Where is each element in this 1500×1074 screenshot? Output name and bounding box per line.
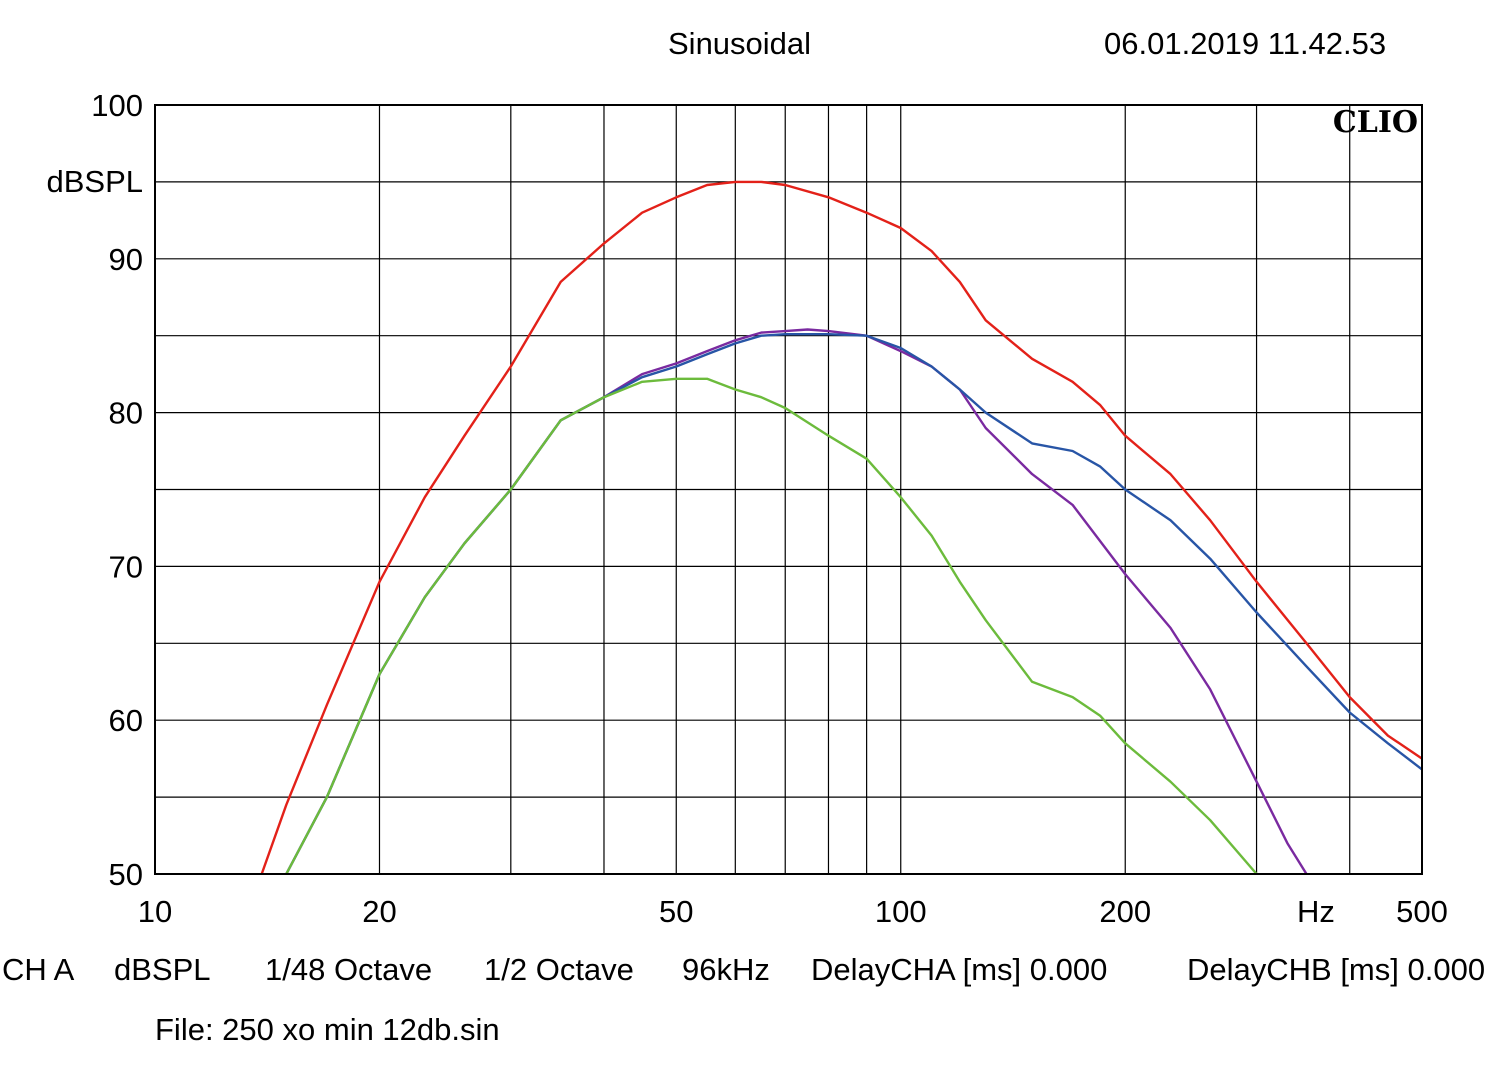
y-tick-label: 60: [109, 703, 143, 738]
delay-chb-label: DelayCHB [ms] 0.000: [1187, 952, 1486, 987]
series-layer: [260, 180, 1423, 875]
resolution-label: 1/48 Octave: [265, 952, 433, 987]
channel-label: CH A: [2, 952, 75, 987]
sample-rate-label: 96kHz: [682, 952, 770, 987]
series-line-3: [285, 333, 1423, 875]
clio-logo: CLIO: [1333, 105, 1418, 140]
y-tick-labels: 100 90 80 70 60 50: [91, 88, 143, 892]
y-tick-label: 50: [109, 857, 143, 892]
x-tick-label: 20: [362, 894, 396, 929]
file-label: File: 250 xo min 12db.sin: [155, 1012, 500, 1047]
grid: [155, 105, 1422, 874]
x-tick-label: 10: [138, 894, 172, 929]
y-tick-label: 90: [109, 242, 143, 277]
x-tick-labels: 10 20 50 100 200 500: [138, 894, 1448, 929]
x-tick-label: 100: [875, 894, 927, 929]
delay-cha-label: DelayCHA [ms] 0.000: [811, 952, 1108, 987]
y-tick-label: 70: [109, 549, 143, 584]
y-axis-label: dBSPL: [46, 164, 143, 199]
unit-label: dBSPL: [114, 952, 211, 987]
x-tick-label: 50: [659, 894, 693, 929]
y-tick-label: 100: [91, 88, 143, 123]
x-axis-label: Hz: [1297, 894, 1335, 929]
plot-frame: [154, 104, 1423, 875]
x-tick-label: 200: [1099, 894, 1151, 929]
chart-title: Sinusoidal: [668, 26, 812, 61]
series-line-4: [285, 377, 1258, 875]
y-tick-label: 80: [109, 396, 143, 431]
timestamp: 06.01.2019 11.42.53: [1104, 26, 1387, 61]
x-tick-label: 500: [1396, 894, 1448, 929]
smoothing-label: 1/2 Octave: [484, 952, 634, 987]
series-line-2: [285, 328, 1308, 875]
series-line-1: [260, 180, 1423, 875]
